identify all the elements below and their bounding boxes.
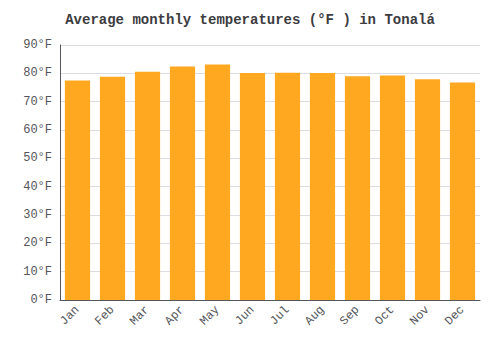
svg-text:0°F: 0°F (30, 293, 52, 307)
svg-text:Oct: Oct (372, 303, 397, 328)
svg-text:90°F: 90°F (23, 38, 52, 52)
svg-text:10°F: 10°F (23, 265, 52, 279)
svg-text:May: May (197, 303, 222, 328)
svg-text:Apr: Apr (162, 303, 187, 328)
svg-text:Dec: Dec (442, 303, 467, 328)
svg-text:Feb: Feb (92, 303, 117, 328)
svg-text:Jul: Jul (267, 303, 292, 328)
svg-text:Sep: Sep (337, 303, 362, 328)
svg-text:70°F: 70°F (23, 95, 52, 109)
svg-text:Mar: Mar (127, 303, 152, 328)
svg-text:40°F: 40°F (23, 180, 52, 194)
svg-text:Nov: Nov (407, 303, 432, 328)
svg-text:20°F: 20°F (23, 236, 52, 250)
svg-text:Jan: Jan (57, 303, 82, 328)
svg-text:Aug: Aug (302, 303, 327, 328)
svg-text:80°F: 80°F (23, 66, 52, 80)
svg-text:Average monthly temperatures (: Average monthly temperatures (°F ) in To… (65, 12, 435, 28)
svg-text:50°F: 50°F (23, 151, 52, 165)
svg-text:Jun: Jun (232, 303, 257, 328)
svg-text:60°F: 60°F (23, 123, 52, 137)
svg-text:30°F: 30°F (23, 208, 52, 222)
